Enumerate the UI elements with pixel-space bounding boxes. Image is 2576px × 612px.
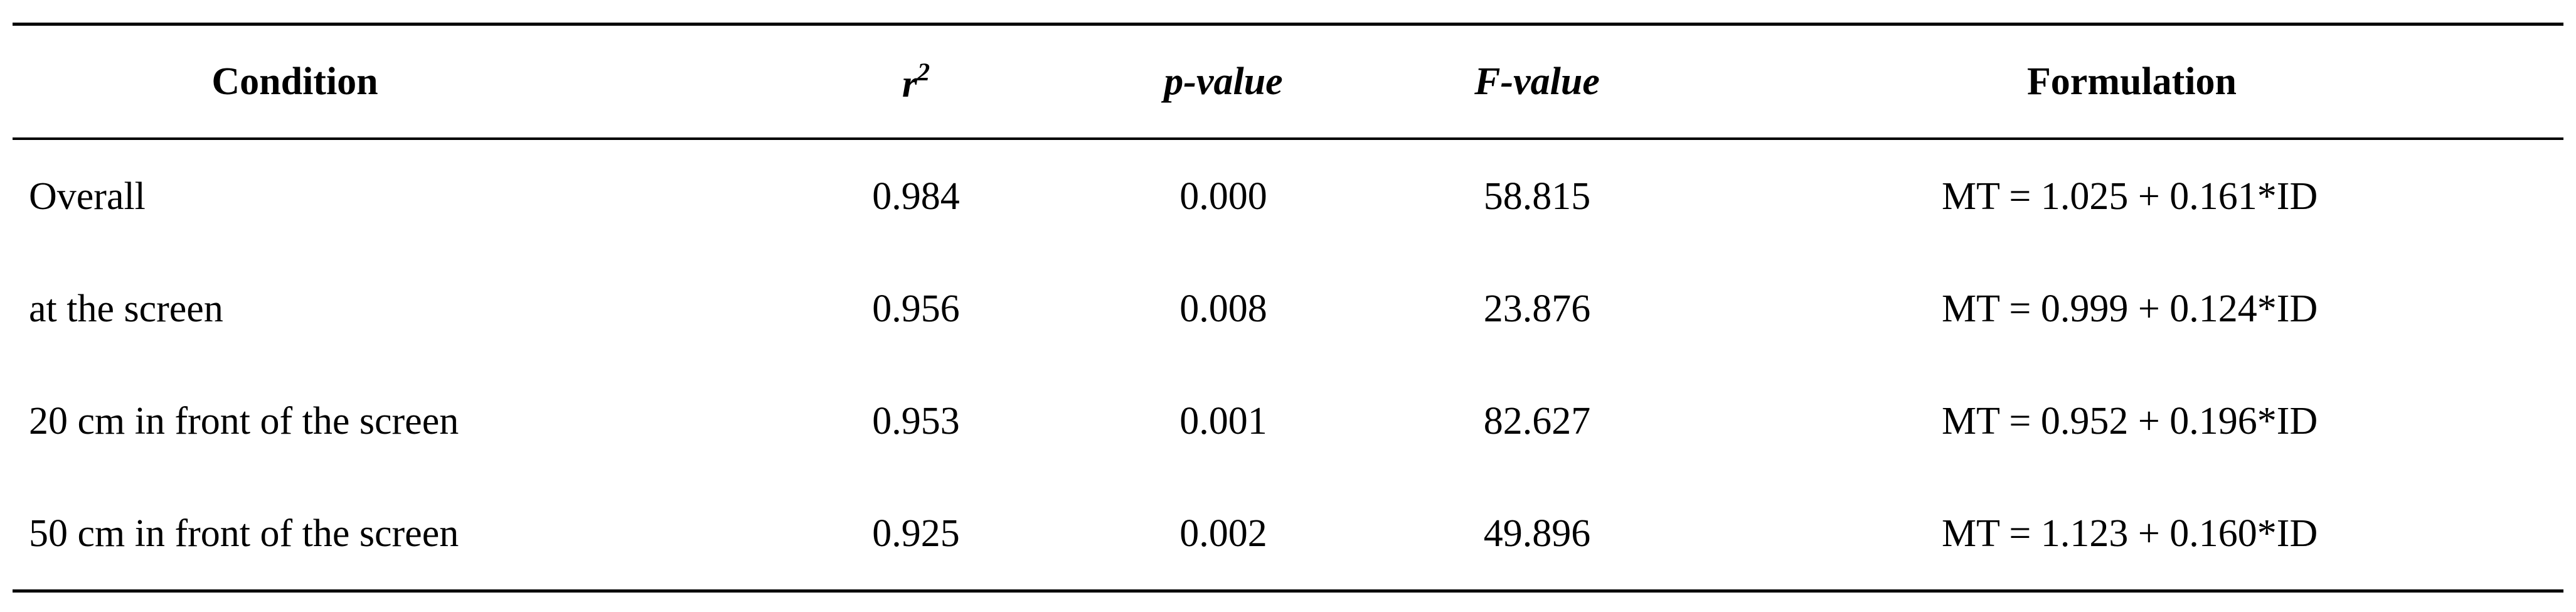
bottom-rule (13, 589, 2563, 593)
cell-formulation: MT = 0.999 + 0.124*ID (1942, 287, 2318, 330)
header-r-superscript: 2 (917, 58, 930, 86)
cell-condition: 20 cm in front of the screen (29, 399, 459, 443)
header-condition: Condition (211, 60, 378, 103)
cell-formulation: MT = 0.952 + 0.196*ID (1942, 399, 2318, 443)
cell-formulation: MT = 1.123 + 0.160*ID (1942, 512, 2318, 555)
table-header-row: Condition r2 p-value F-value Formulation (13, 26, 2563, 137)
table-row: 50 cm in front of the screen 0.925 0.002… (13, 477, 2563, 589)
top-rule (13, 23, 2563, 26)
cell-r-squared: 0.925 (872, 512, 960, 555)
cell-f-value: 49.896 (1483, 512, 1591, 555)
regression-table: Condition r2 p-value F-value Formulation… (13, 23, 2563, 593)
cell-p-value: 0.008 (1179, 287, 1267, 330)
header-p-value: p-value (1164, 60, 1283, 103)
cell-f-value: 58.815 (1483, 174, 1591, 218)
cell-p-value: 0.001 (1179, 399, 1267, 443)
header-formulation: Formulation (2026, 60, 2237, 103)
cell-r-squared: 0.984 (872, 174, 960, 218)
cell-p-value: 0.000 (1179, 174, 1267, 218)
cell-condition: Overall (29, 174, 146, 218)
cell-formulation: MT = 1.025 + 0.161*ID (1942, 174, 2318, 218)
header-rule (13, 137, 2563, 140)
table-row: Overall 0.984 0.000 58.815 MT = 1.025 + … (13, 140, 2563, 252)
header-f-value: F-value (1474, 60, 1600, 103)
table-row: 20 cm in front of the screen 0.953 0.001… (13, 365, 2563, 477)
header-r-base: r (902, 63, 918, 105)
cell-p-value: 0.002 (1179, 512, 1267, 555)
header-r-squared: r2 (759, 60, 1073, 104)
cell-f-value: 82.627 (1483, 399, 1591, 443)
cell-condition: at the screen (29, 287, 223, 330)
cell-r-squared: 0.953 (872, 399, 960, 443)
cell-f-value: 23.876 (1483, 287, 1591, 330)
table-row: at the screen 0.956 0.008 23.876 MT = 0.… (13, 252, 2563, 365)
cell-condition: 50 cm in front of the screen (29, 512, 459, 555)
cell-r-squared: 0.956 (872, 287, 960, 330)
